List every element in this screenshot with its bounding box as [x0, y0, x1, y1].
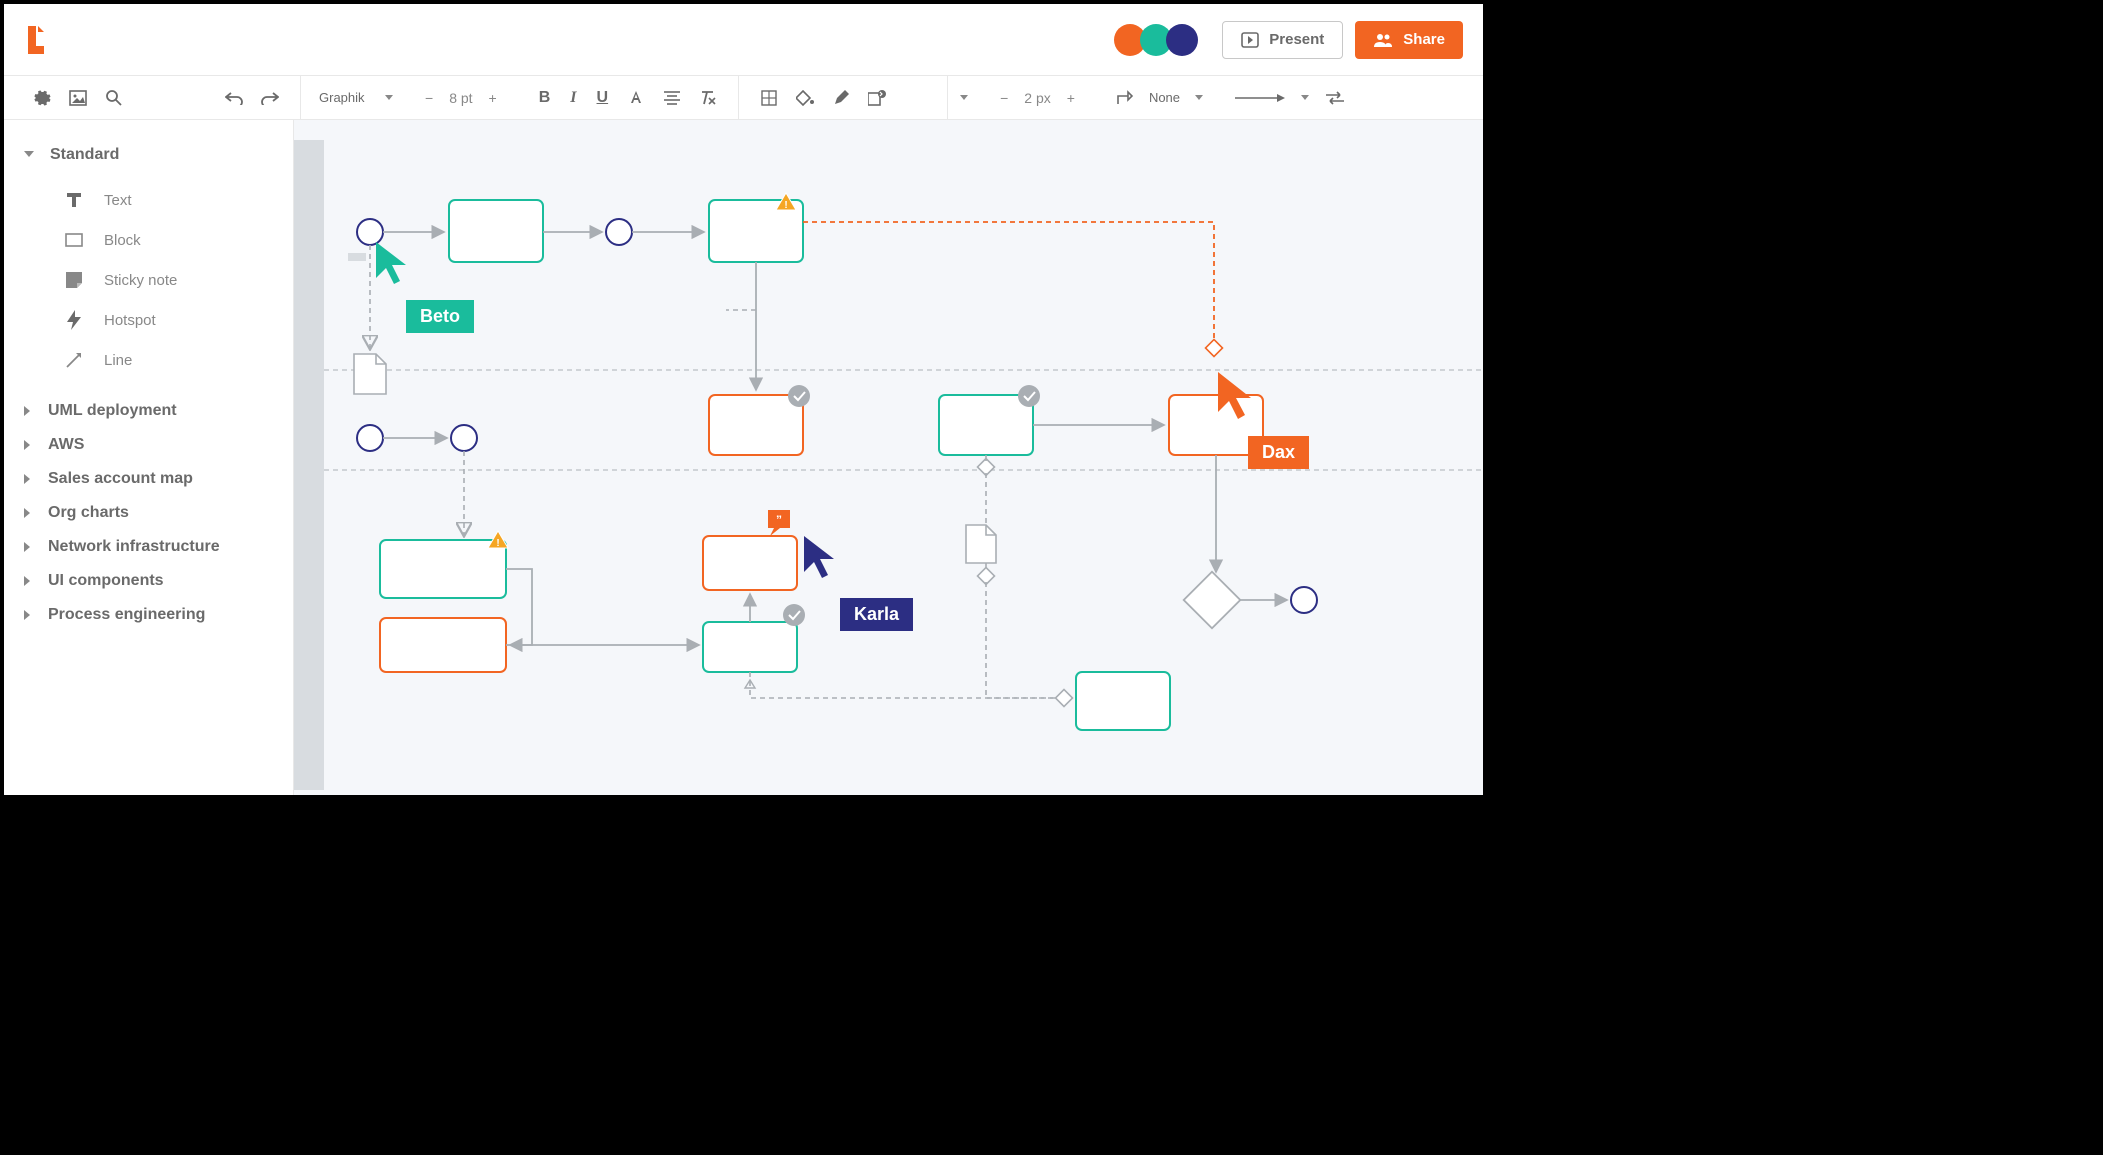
pen-icon[interactable]: [831, 88, 851, 108]
caret-down-icon: [1195, 95, 1203, 101]
shapes-sidebar: Standard Text Block Sticky note Hotspot: [4, 120, 294, 795]
cursor-label-beto: Beto: [406, 300, 474, 333]
caret-right-icon: [24, 576, 32, 586]
toolbar: Graphik − 8 pt + B I U −: [4, 76, 1483, 120]
shape-item-sticky[interactable]: Sticky note: [64, 260, 273, 300]
cursor-label-karla: Karla: [840, 598, 913, 631]
panel-header-org[interactable]: Org charts: [24, 496, 273, 530]
cursor-label-dax: Dax: [1248, 436, 1309, 469]
panel-label: Standard: [50, 146, 119, 164]
panel-header-ui[interactable]: UI components: [24, 564, 273, 598]
shape-item-hotspot[interactable]: Hotspot: [64, 300, 273, 340]
redo-icon[interactable]: [260, 88, 280, 108]
clear-format-icon[interactable]: [698, 88, 718, 108]
panel-label: UML deployment: [48, 402, 177, 420]
caret-down-icon[interactable]: [1301, 95, 1309, 101]
line-style-select[interactable]: None: [1143, 90, 1203, 105]
caret-right-icon: [24, 610, 32, 620]
share-label: Share: [1403, 31, 1445, 48]
shape-item-label: Line: [104, 352, 132, 369]
caret-down-icon: [385, 95, 393, 101]
svg-text:!: !: [784, 200, 787, 211]
shape-style-icon[interactable]: [867, 88, 887, 108]
caret-right-icon: [24, 406, 32, 416]
line-style-value: None: [1149, 90, 1180, 105]
topbar: Present Share: [4, 4, 1483, 76]
italic-button[interactable]: I: [570, 89, 576, 107]
svg-text:!: !: [496, 538, 499, 549]
caret-right-icon: [24, 474, 32, 484]
hotspot-icon: [64, 310, 84, 330]
font-size-stepper[interactable]: − 8 pt +: [405, 76, 517, 119]
fill-icon[interactable]: [795, 88, 815, 108]
shape-item-line[interactable]: Line: [64, 340, 273, 380]
play-icon: [1241, 32, 1259, 48]
increase-icon[interactable]: +: [489, 90, 497, 106]
svg-text:”: ”: [776, 513, 782, 527]
panel-label: Org charts: [48, 504, 129, 522]
caret-right-icon: [24, 508, 32, 518]
shape-item-label: Hotspot: [104, 312, 156, 329]
border-icon[interactable]: [759, 88, 779, 108]
underline-button[interactable]: U: [597, 89, 609, 107]
panel-header-aws[interactable]: AWS: [24, 428, 273, 462]
panel-header-network[interactable]: Network infrastructure: [24, 530, 273, 564]
line-icon: [64, 350, 84, 370]
panel-label: Process engineering: [48, 606, 205, 624]
panel-label: Sales account map: [48, 470, 193, 488]
text-color-icon[interactable]: [626, 88, 646, 108]
shape-item-label: Sticky note: [104, 272, 177, 289]
font-family-select[interactable]: Graphik: [313, 90, 393, 105]
line-width-stepper[interactable]: − 2 px +: [980, 76, 1095, 119]
text-icon: [64, 190, 84, 210]
image-icon[interactable]: [68, 88, 88, 108]
avatar[interactable]: [1166, 24, 1198, 56]
panel-header-standard[interactable]: Standard: [24, 138, 273, 172]
align-icon[interactable]: [662, 88, 682, 108]
panel-header-uml[interactable]: UML deployment: [24, 394, 273, 428]
shape-item-label: Block: [104, 232, 141, 249]
collaborator-avatars: [1120, 24, 1198, 56]
font-size-value: 8 pt: [449, 90, 472, 106]
people-icon: [1373, 33, 1393, 47]
swap-icon[interactable]: [1325, 88, 1345, 108]
sticky-icon: [64, 270, 84, 290]
caret-down-icon[interactable]: [960, 95, 968, 101]
increase-icon[interactable]: +: [1067, 90, 1075, 106]
present-button[interactable]: Present: [1222, 21, 1343, 59]
present-label: Present: [1269, 31, 1324, 48]
arrow-style-icon[interactable]: [1235, 88, 1285, 108]
caret-right-icon: [24, 542, 32, 552]
panel-label: AWS: [48, 436, 84, 454]
shape-item-label: Text: [104, 192, 132, 209]
font-family-value: Graphik: [319, 90, 365, 105]
share-button[interactable]: Share: [1355, 21, 1463, 59]
search-icon[interactable]: [104, 88, 124, 108]
shape-item-text[interactable]: Text: [64, 180, 273, 220]
bold-button[interactable]: B: [539, 89, 551, 107]
panel-label: Network infrastructure: [48, 538, 220, 556]
panel-header-sales[interactable]: Sales account map: [24, 462, 273, 496]
shape-item-block[interactable]: Block: [64, 220, 273, 260]
block-icon: [64, 230, 84, 250]
decrease-icon[interactable]: −: [425, 90, 433, 106]
panel-label: UI components: [48, 572, 164, 590]
app-frame: Present Share Graphik − 8 pt +: [4, 4, 1483, 795]
caret-down-icon: [24, 151, 34, 159]
logo-icon: [24, 26, 48, 54]
caret-right-icon: [24, 440, 32, 450]
line-routing-icon[interactable]: [1115, 88, 1135, 108]
undo-icon[interactable]: [224, 88, 244, 108]
decrease-icon[interactable]: −: [1000, 90, 1008, 106]
line-width-value: 2 px: [1024, 90, 1050, 106]
canvas[interactable]: !: [294, 120, 1483, 795]
gear-icon[interactable]: [32, 88, 52, 108]
panel-header-process[interactable]: Process engineering: [24, 598, 273, 632]
